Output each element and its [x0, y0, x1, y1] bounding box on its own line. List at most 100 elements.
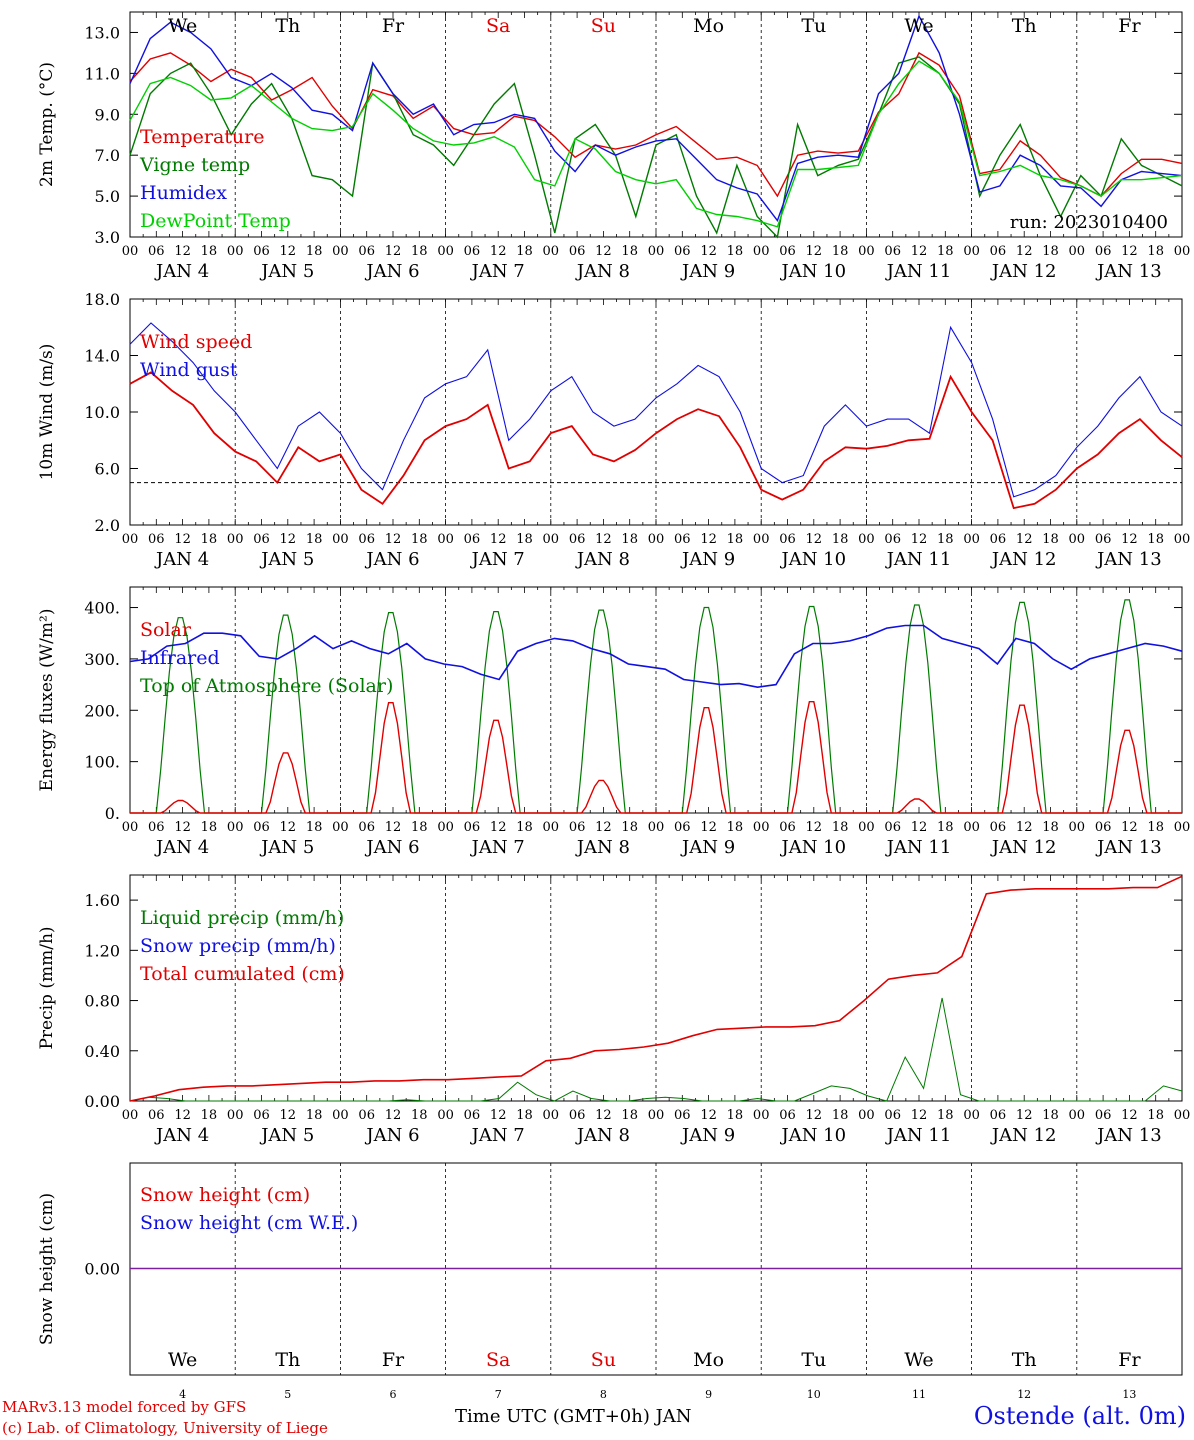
panel-2-day-label: JAN 4: [154, 837, 209, 858]
panel-0-hour-label: 06: [884, 244, 901, 259]
panel-1-ytick-label: 18.0: [84, 290, 120, 309]
panel-0-ytick-label: 5.0: [95, 187, 120, 206]
weekday-label: Tu: [801, 15, 826, 37]
panel-0-hour-label: 06: [779, 244, 796, 259]
panel-0-legend-3: DewPoint Temp: [140, 210, 291, 232]
panel-1-hour-label: 18: [937, 532, 954, 547]
panel-3-hour-label: 18: [411, 1108, 428, 1123]
panel-2-hour-label: 00: [437, 820, 454, 835]
panel-2-hour-label: 00: [753, 820, 770, 835]
panel-2-day-label: JAN 8: [575, 837, 630, 858]
panel-1-day-label: JAN 11: [885, 549, 952, 570]
panel-1-hour-label: 12: [280, 532, 297, 547]
panel-2-hour-label: 00: [332, 820, 349, 835]
panel-2-hour-label: 06: [779, 820, 796, 835]
panel-0-ytick-label: 13.0: [84, 23, 120, 42]
panel-0-hour-label: 00: [648, 244, 665, 259]
panel-0-frame: [129, 11, 1183, 238]
panel-0-day-label: JAN 8: [575, 261, 630, 282]
panel-2-day-label: JAN 12: [990, 837, 1057, 858]
panel-1-hour-label: 12: [385, 532, 402, 547]
panel-1-hour-label: 00: [437, 532, 454, 547]
panel-0-hour-label: 12: [490, 244, 507, 259]
panel-1-hour-label: 00: [963, 532, 980, 547]
weekday-label: Fr: [1118, 15, 1141, 37]
panel-1-hour-label: 06: [253, 532, 270, 547]
panel-2-hour-label: 06: [569, 820, 586, 835]
snow-weekday-label: Sa: [486, 1349, 510, 1371]
panel-4-ylabel: Snow height (cm): [37, 1193, 57, 1345]
weekday-label: Mo: [693, 15, 724, 37]
snow-weekday-label: Th: [275, 1349, 300, 1371]
panel-2-day-label: JAN 13: [1095, 837, 1162, 858]
panel-1-hour-label: 06: [779, 532, 796, 547]
panel-3-hour-label: 00: [858, 1108, 875, 1123]
precip-series-2-line: [129, 875, 1183, 1102]
panel-2-hour-label: 06: [464, 820, 481, 835]
panel-0-hour-label: 06: [358, 244, 375, 259]
panel-2-day-label: JAN 7: [470, 837, 525, 858]
bottom-day-number: 13: [1122, 1388, 1136, 1401]
panel-0-hour-label: 18: [832, 244, 849, 259]
panel-2-hour-label: 18: [201, 820, 218, 835]
x-axis-title: Time UTC (GMT+0h) JAN: [455, 1406, 692, 1427]
panel-1-hour-label: 00: [543, 532, 560, 547]
panel-1-day-label: JAN 13: [1095, 549, 1162, 570]
run-annotation: run: 2023010400: [1010, 212, 1168, 233]
temp-series-0-line: [129, 51, 1183, 198]
panel-2-hour-label: 00: [1174, 820, 1191, 835]
panel-3-ytick-label: 0.40: [84, 1042, 120, 1061]
panel-1-hour-label: 06: [358, 532, 375, 547]
weekday-label: Th: [1012, 15, 1037, 37]
panel-2-ylabel: Energy fluxes (W/m²): [37, 609, 57, 792]
panel-0-hour-label: 06: [148, 244, 165, 259]
snow-weekday-label: We: [904, 1349, 933, 1371]
panel-2-day-label: JAN 10: [780, 837, 847, 858]
panel-3-day-label: JAN 11: [885, 1125, 952, 1146]
panel-2-day-label: JAN 6: [364, 837, 419, 858]
panel-3-day-label: JAN 13: [1095, 1125, 1162, 1146]
panel-3-hour-label: 18: [621, 1108, 638, 1123]
panel-0-hour-label: 06: [253, 244, 270, 259]
panel-3-hour-label: 12: [911, 1108, 928, 1123]
panel-3-hour-label: 12: [806, 1108, 823, 1123]
panel-3-hour-label: 12: [490, 1108, 507, 1123]
panel-1-day-label: JAN 9: [680, 549, 735, 570]
panel-3-day-label: JAN 9: [680, 1125, 735, 1146]
panel-2-hour-label: 18: [306, 820, 323, 835]
panel-1-hour-label: 12: [595, 532, 612, 547]
wind-series-0-line: [129, 371, 1183, 510]
panel-1-legend-0: Wind speed: [140, 331, 252, 353]
panel-0-hour-label: 18: [201, 244, 218, 259]
panel-2-hour-label: 12: [595, 820, 612, 835]
station-name: Ostende (alt. 0m): [973, 1402, 1186, 1430]
weekday-label: We: [904, 15, 933, 37]
panel-1-hour-label: 18: [832, 532, 849, 547]
panel-3-hour-label: 18: [937, 1108, 954, 1123]
panel-2-ytick-label: 100.: [84, 753, 120, 772]
panel-3-hour-label: 00: [753, 1108, 770, 1123]
panel-3-day-label: JAN 10: [780, 1125, 847, 1146]
panel-0-ytick-label: 3.0: [95, 228, 120, 247]
temp-series-3-line: [129, 60, 1183, 228]
panel-0-hour-label: 18: [1042, 244, 1059, 259]
panel-1-hour-label: 00: [1174, 532, 1191, 547]
panel-0-ytick-label: 7.0: [95, 146, 120, 165]
panel-3-hour-label: 12: [1121, 1108, 1138, 1123]
bottom-day-number: 7: [495, 1388, 502, 1401]
panel-3-hour-label: 00: [437, 1108, 454, 1123]
panel-0-hour-label: 18: [937, 244, 954, 259]
panel-1-hour-label: 18: [516, 532, 533, 547]
panel-2-hour-label: 00: [543, 820, 560, 835]
panel-1-hour-label: 06: [990, 532, 1007, 547]
panel-1-legend-1: Wind gust: [140, 359, 238, 381]
panel-1-hour-label: 18: [411, 532, 428, 547]
panel-1-day-label: JAN 6: [364, 549, 419, 570]
panel-1-hour-label: 12: [1016, 532, 1033, 547]
panel-3-hour-label: 18: [832, 1108, 849, 1123]
panel-0-day-label: JAN 7: [470, 261, 525, 282]
panel-2-legend-0: Solar: [140, 619, 192, 641]
panel-0-day-label: JAN 11: [885, 261, 952, 282]
panel-0-hour-label: 00: [543, 244, 560, 259]
